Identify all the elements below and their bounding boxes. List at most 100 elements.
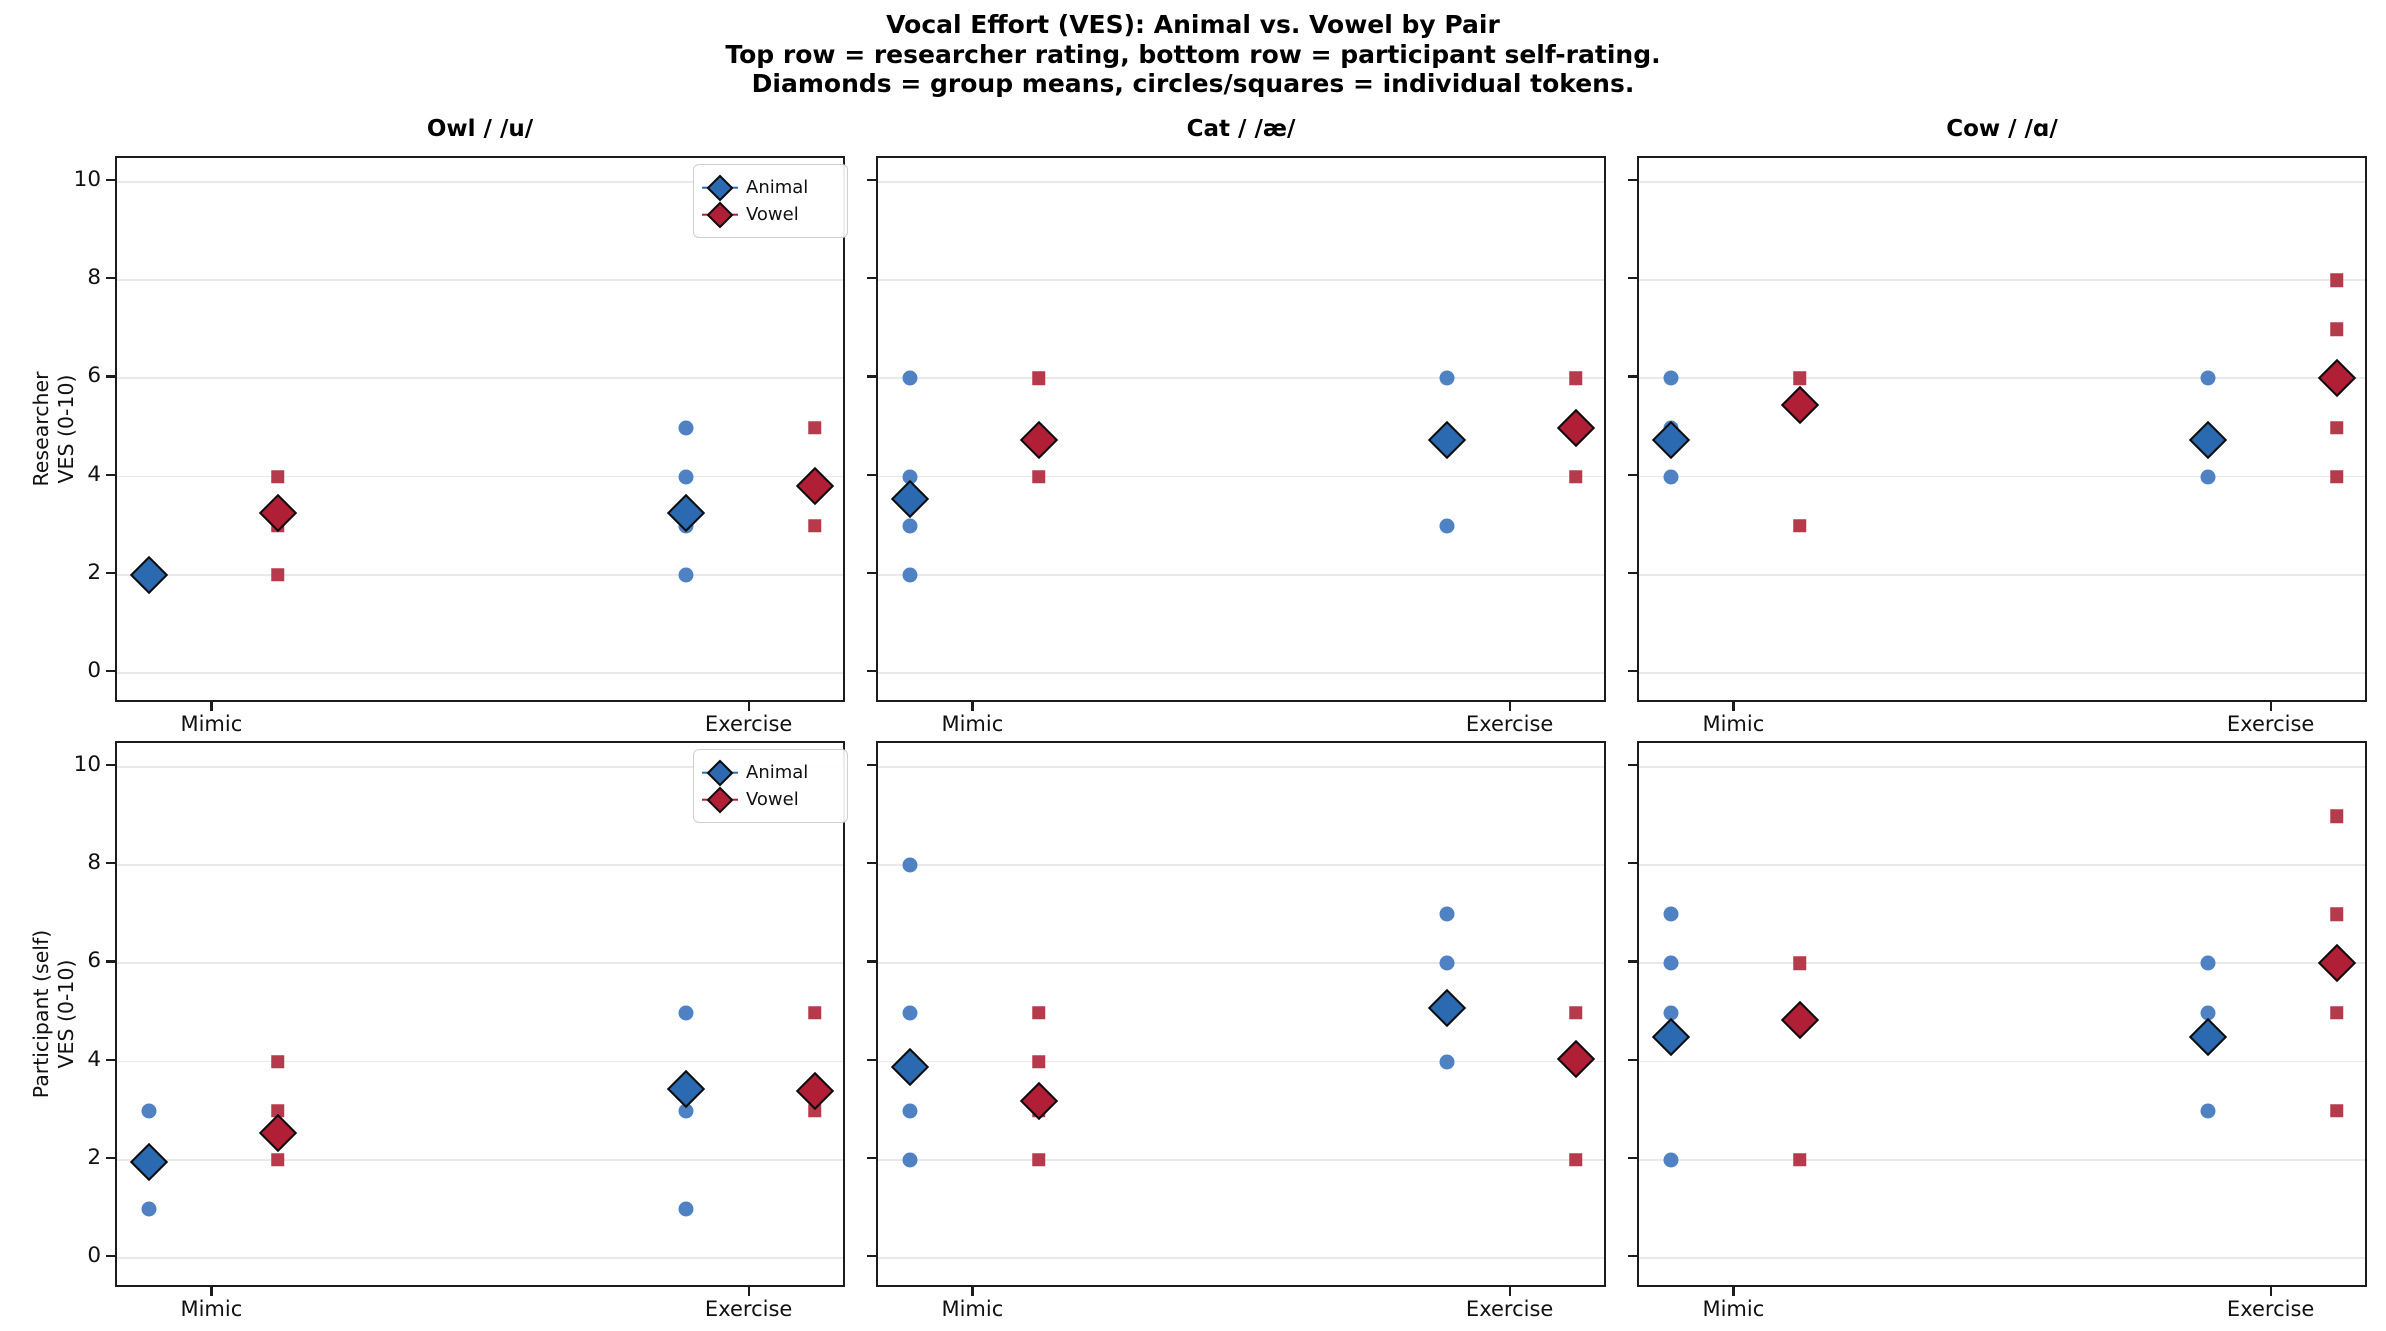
gridline-y2 <box>878 573 1604 576</box>
y-tick-label-researcher-6: 6 <box>87 363 101 389</box>
legend-vowel-diamond-icon <box>702 201 738 228</box>
token-circle <box>678 1201 694 1217</box>
token-square <box>270 1054 285 1069</box>
legend-label-vowel: Vowel <box>746 789 799 810</box>
y-tick-mark <box>1628 670 1637 673</box>
gridline-y8 <box>878 864 1604 866</box>
gridline-y6 <box>1639 962 2365 965</box>
gridline-y6 <box>117 962 843 965</box>
x-tick-label-mimic: Mimic <box>1702 712 1765 736</box>
legend-animal-diamond-icon <box>702 174 738 201</box>
token-square <box>1792 1153 1807 1167</box>
y-tick-mark <box>106 375 115 378</box>
mean-diamond-animal <box>1428 420 1467 459</box>
legend-item-animal: Animal <box>702 174 837 201</box>
mean-diamond-vowel <box>1019 1081 1058 1120</box>
subplot-participant-cat <box>876 741 1606 1287</box>
token-square <box>1792 518 1807 533</box>
token-circle <box>902 567 918 583</box>
subplot-researcher-cat <box>876 156 1606 702</box>
mean-diamond-vowel <box>1019 420 1058 459</box>
mean-diamond-vowel <box>258 1113 297 1152</box>
gridline-y0 <box>117 1257 843 1259</box>
y-tick-mark <box>106 960 115 963</box>
y-tick-label-researcher-4: 4 <box>87 461 101 487</box>
token-square <box>270 568 285 582</box>
y-tick-mark <box>867 960 876 963</box>
token-square <box>270 469 285 484</box>
y-tick-mark <box>1628 1156 1637 1159</box>
mean-diamond-animal <box>1428 988 1467 1027</box>
y-tick-mark <box>867 473 876 476</box>
gridline-y2 <box>117 573 843 576</box>
gridline-y4 <box>1639 475 2365 478</box>
x-tick-mark <box>1732 702 1735 711</box>
token-square <box>1031 1153 1046 1167</box>
token-square <box>2330 1005 2344 1020</box>
y-tick-mark <box>1628 960 1637 963</box>
token-circle <box>2200 1005 2216 1020</box>
token-square <box>808 1005 822 1020</box>
mean-diamond-vowel <box>1780 1000 1819 1039</box>
token-square <box>1569 1153 1583 1167</box>
subplot-participant-owl: Animal Vowel <box>115 741 848 1287</box>
gridline-y0 <box>117 672 843 674</box>
token-square <box>270 1103 285 1118</box>
diamond-icon <box>706 174 734 201</box>
y-tick-mark <box>867 1255 876 1258</box>
mean-diamond-animal <box>2189 1017 2228 1057</box>
token-square <box>1792 956 1807 971</box>
x-tick-mark <box>2269 1287 2272 1296</box>
x-tick-label-exercise: Exercise <box>704 712 793 736</box>
token-circle <box>2200 469 2216 485</box>
token-square <box>2330 809 2344 823</box>
legend: Animal Vowel <box>693 749 848 823</box>
token-square <box>1792 371 1807 386</box>
y-tick-label-researcher-0: 0 <box>87 658 101 683</box>
legend-label-animal: Animal <box>746 177 809 198</box>
y-tick-label-participant-4: 4 <box>87 1046 101 1072</box>
panel-title-cat: Cat / /æ/ <box>1186 116 1296 142</box>
token-circle <box>902 857 918 873</box>
y-axis-label-researcher: Researcher VES (0-10) <box>12 156 96 702</box>
y-axis-label-participant: Participant (self) VES (0-10) <box>12 741 96 1287</box>
mean-diamond-animal <box>891 1047 930 1086</box>
token-circle <box>902 370 918 386</box>
token-circle <box>1663 955 1679 971</box>
y-tick-mark <box>1628 375 1637 378</box>
gridline-y10 <box>878 766 1604 768</box>
token-circle <box>1663 906 1679 922</box>
y-tick-mark <box>867 571 876 574</box>
gridline-y8 <box>117 864 843 866</box>
legend-label-animal: Animal <box>746 762 809 783</box>
gridline-y0 <box>878 1257 1604 1259</box>
mean-diamond-vowel <box>1556 1040 1595 1079</box>
y-tick-mark <box>106 1156 115 1159</box>
gridline-y10 <box>1639 766 2365 768</box>
mean-diamond-vowel <box>795 467 834 506</box>
mean-diamond-vowel <box>1780 386 1819 425</box>
token-circle <box>678 1103 694 1119</box>
token-square <box>808 420 822 435</box>
diamond-icon <box>706 201 734 228</box>
token-square <box>1569 469 1583 484</box>
x-tick-label-mimic: Mimic <box>180 712 243 736</box>
mean-diamond-animal <box>130 555 169 594</box>
legend-vowel-diamond-icon <box>702 786 738 813</box>
token-circle <box>678 420 694 435</box>
legend-item-vowel: Vowel <box>702 786 837 813</box>
token-circle <box>678 567 694 583</box>
legend-item-animal: Animal <box>702 759 837 786</box>
token-circle <box>1663 1005 1679 1020</box>
mean-diamond-vowel <box>2317 359 2356 398</box>
gridline-y2 <box>878 1158 1604 1161</box>
x-tick-mark <box>971 702 974 711</box>
diamond-icon <box>706 759 734 786</box>
token-circle <box>902 1152 918 1168</box>
token-circle <box>1439 906 1455 922</box>
token-circle <box>1663 370 1679 386</box>
y-tick-mark <box>106 1255 115 1258</box>
legend-animal-diamond-icon <box>702 759 738 786</box>
y-tick-mark <box>106 277 115 280</box>
x-tick-mark <box>210 1287 213 1296</box>
